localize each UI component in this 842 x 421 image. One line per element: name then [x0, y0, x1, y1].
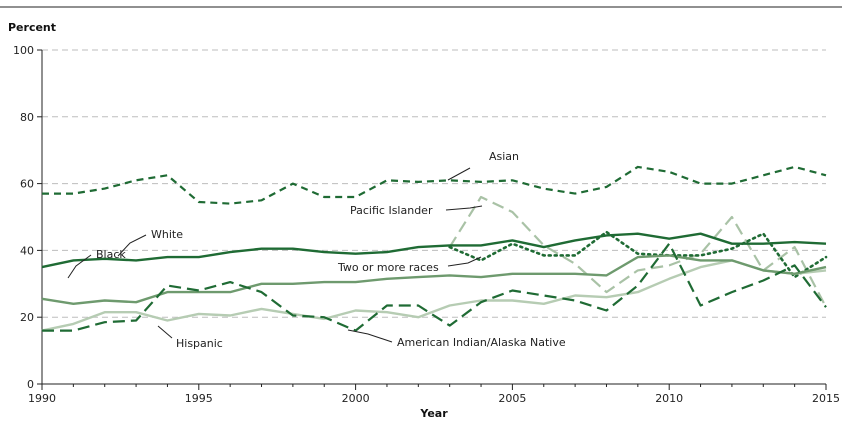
series-line-american-indian-alaska-native: [42, 242, 827, 332]
series-label-two-or-more-races: Two or more races: [337, 261, 439, 274]
y-axis-title: Percent: [8, 21, 56, 34]
series-label-white: White: [151, 228, 183, 241]
series-label-pacific-islander: Pacific Islander: [350, 204, 433, 217]
y-tick-label: 0: [27, 378, 34, 391]
y-tick-label: 20: [20, 311, 34, 324]
series-label-asian: Asian: [489, 150, 519, 163]
label-leader-asian: [447, 167, 471, 181]
y-tick-label: 100: [13, 44, 34, 57]
y-tick-label: 40: [20, 244, 34, 257]
series-line-asian: [42, 165, 827, 205]
series-label-american-indian-alaska-native: American Indian/Alaska Native: [397, 336, 566, 349]
y-tick-label: 80: [20, 111, 34, 124]
x-tick-label: 2010: [655, 392, 683, 405]
series-label-hispanic: Hispanic: [176, 337, 223, 350]
label-leader-american-indian-alaska-native: [347, 329, 393, 343]
series-line-black: [41, 254, 827, 305]
series-line-white: [41, 232, 827, 269]
series-labels: Asian White Black Hispanic American Indian/A…: [67, 150, 566, 350]
y-tick-label: 60: [20, 178, 34, 191]
x-tick-label: 2015: [812, 392, 840, 405]
series-line-hispanic: [41, 259, 827, 332]
axes: 0 20 40 60 80 100 1990 1995 2000 2005 2010 2015: [13, 44, 840, 405]
series-line-two-or-more-races: [448, 230, 828, 279]
label-leader-pacific-islander: [445, 205, 483, 211]
x-tick-label: 2005: [498, 392, 526, 405]
series-lines: [41, 165, 828, 332]
x-tick-label: 1990: [28, 392, 56, 405]
label-leader-two-or-more-races: [447, 256, 482, 267]
series-line-pacific-islander: [448, 195, 827, 308]
x-tick-label: 1995: [185, 392, 213, 405]
gridlines: [42, 49, 826, 318]
label-leader-black: [67, 254, 92, 279]
x-tick-label: 2000: [342, 392, 370, 405]
label-leader-white: [117, 234, 147, 257]
label-leader-hispanic: [157, 325, 173, 339]
series-label-black: Black: [96, 248, 126, 261]
x-axis-title: Year: [419, 407, 448, 420]
